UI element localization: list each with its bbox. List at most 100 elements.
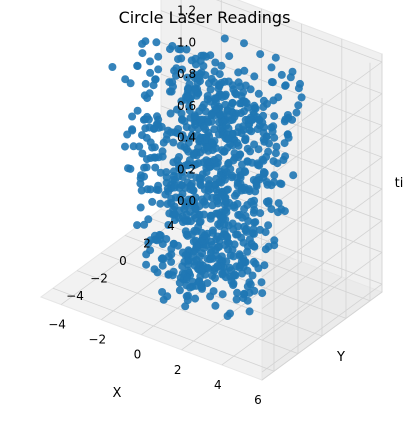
data-point	[267, 63, 276, 72]
data-point	[257, 278, 266, 287]
data-point	[224, 77, 233, 86]
data-point	[245, 307, 254, 316]
data-point	[256, 50, 265, 59]
data-point	[215, 80, 224, 89]
data-point	[267, 205, 276, 214]
data-point	[233, 288, 242, 297]
data-point	[271, 53, 280, 62]
data-point	[218, 93, 227, 101]
z-axis-label: ti	[395, 176, 404, 191]
data-point	[164, 221, 173, 229]
data-point	[140, 163, 149, 172]
data-point	[240, 39, 248, 48]
data-point	[223, 233, 232, 242]
data-point	[263, 99, 271, 108]
data-point	[207, 111, 216, 119]
data-point	[186, 170, 195, 179]
data-point	[230, 270, 239, 279]
data-point	[250, 286, 259, 295]
data-point	[196, 115, 205, 124]
data-point	[254, 115, 263, 124]
data-point	[170, 183, 179, 192]
data-point	[167, 128, 175, 137]
data-point	[128, 112, 137, 121]
y-axis-label: Y	[336, 350, 345, 365]
data-point	[259, 168, 268, 176]
y-tick-label: −2	[90, 272, 108, 286]
data-point	[188, 131, 196, 140]
data-point	[198, 237, 207, 246]
data-point	[138, 39, 147, 48]
data-point	[201, 71, 210, 80]
data-point	[274, 93, 283, 102]
data-point	[220, 241, 229, 249]
data-point	[214, 209, 222, 218]
data-point	[191, 160, 200, 169]
data-point	[222, 121, 231, 130]
data-point	[178, 131, 187, 140]
data-point	[176, 141, 185, 150]
grid-line	[215, 0, 383, 63]
data-point	[184, 260, 192, 269]
data-point	[154, 52, 163, 61]
data-point	[236, 99, 244, 108]
data-point	[249, 257, 258, 266]
z-tick-label: 1.0	[177, 35, 196, 49]
data-point	[252, 182, 261, 191]
data-point	[128, 125, 137, 134]
data-point	[281, 152, 290, 161]
data-point	[148, 197, 157, 206]
data-point	[177, 97, 186, 106]
data-point	[262, 197, 271, 206]
data-point	[183, 85, 192, 94]
data-point	[138, 149, 147, 158]
data-point	[159, 255, 168, 264]
data-point	[187, 182, 196, 191]
data-point	[153, 268, 162, 277]
data-point	[247, 115, 256, 124]
data-point	[182, 45, 191, 54]
data-point	[286, 73, 295, 82]
data-point	[274, 199, 283, 208]
data-point	[269, 122, 278, 131]
grid-line	[52, 287, 275, 372]
data-point	[271, 149, 280, 158]
data-point	[211, 94, 220, 103]
data-point	[154, 65, 163, 74]
data-point	[245, 187, 254, 196]
data-point	[190, 112, 199, 121]
data-point	[206, 85, 215, 94]
data-point	[140, 220, 149, 229]
data-point	[164, 270, 173, 279]
data-point	[270, 112, 279, 121]
data-point	[144, 215, 153, 224]
data-point	[209, 287, 218, 296]
data-point	[203, 279, 212, 288]
grid-line	[261, 283, 383, 373]
data-point	[229, 156, 238, 165]
data-point	[108, 63, 117, 71]
data-point	[260, 261, 269, 270]
z-tick-label: 1.2	[177, 4, 196, 18]
data-point	[211, 181, 220, 190]
grid-line	[261, 188, 383, 278]
data-point	[191, 294, 200, 303]
data-point	[206, 51, 215, 60]
data-point	[217, 61, 226, 70]
data-point	[140, 91, 149, 100]
grid-line	[261, 252, 383, 341]
grid-line	[261, 93, 383, 182]
data-point	[133, 106, 142, 115]
data-point	[126, 164, 135, 173]
data-point	[264, 147, 273, 156]
data-point	[142, 260, 151, 269]
data-point	[228, 98, 237, 107]
data-point	[250, 242, 259, 251]
data-point	[146, 57, 154, 66]
data-point	[289, 171, 298, 180]
data-point	[233, 138, 242, 147]
data-point	[201, 270, 210, 279]
data-point	[220, 165, 229, 174]
chart-title: Circle Laser Readings	[118, 8, 291, 27]
data-point	[250, 229, 258, 238]
